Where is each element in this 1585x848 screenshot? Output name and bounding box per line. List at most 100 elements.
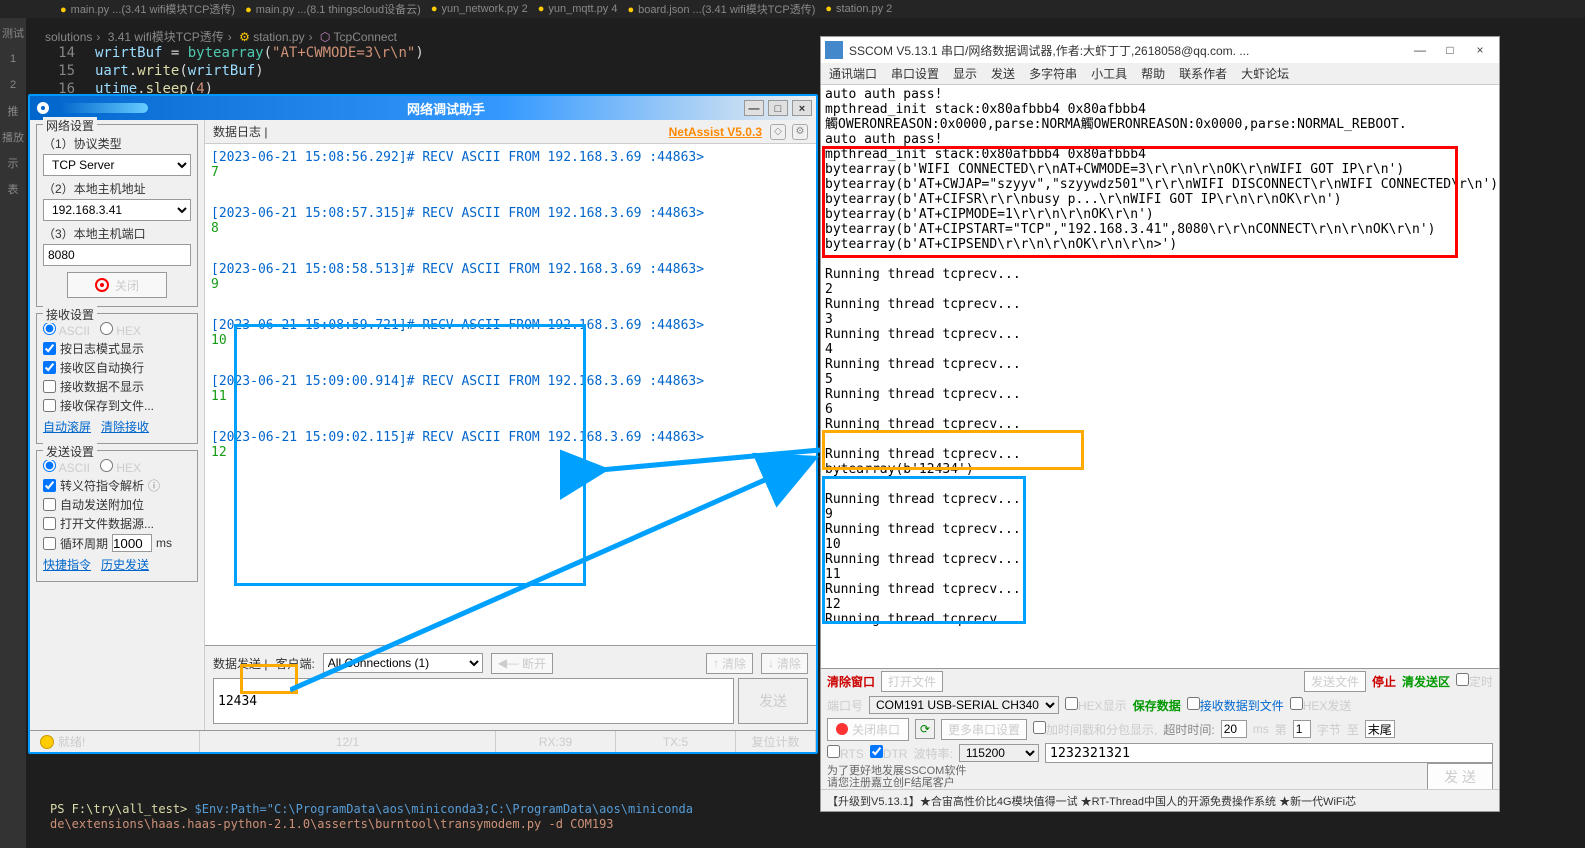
hex-radio[interactable]: HEX bbox=[100, 322, 141, 338]
check-loop[interactable]: 循环周期 ms bbox=[43, 534, 191, 552]
brand-link[interactable]: NetAssist V5.0.3 bbox=[669, 125, 762, 139]
close-server-button[interactable]: 关闭 bbox=[67, 272, 167, 298]
tab[interactable]: ●yun_mqtt.py 4 bbox=[538, 3, 618, 15]
serial-log[interactable]: auto auth pass! mpthread_init stack:0x80… bbox=[821, 85, 1499, 668]
close-button[interactable]: × bbox=[1465, 40, 1495, 60]
send-input[interactable] bbox=[213, 678, 734, 724]
send-file-button[interactable]: 发送文件 bbox=[1304, 671, 1366, 692]
close-button[interactable]: × bbox=[792, 100, 812, 116]
menu-item[interactable]: 发送 bbox=[991, 65, 1015, 82]
minimize-button[interactable]: — bbox=[744, 100, 764, 116]
app-icon bbox=[34, 99, 52, 117]
field-label: （2）本地主机地址 bbox=[43, 180, 191, 197]
clear-window-button[interactable]: 清除窗口 bbox=[827, 673, 875, 690]
check-escape[interactable]: 转义符指令解析 ⓘ bbox=[43, 477, 191, 494]
maximize-button[interactable]: □ bbox=[768, 100, 788, 116]
check-filesrc[interactable]: 打开文件数据源... bbox=[43, 515, 191, 532]
host-port-input[interactable] bbox=[43, 244, 191, 266]
host-addr-select[interactable]: 192.168.3.41 bbox=[43, 199, 191, 221]
tip-text: 请您注册嘉立创F结尾客户 bbox=[827, 777, 966, 789]
hex-show-check[interactable]: HEX显示 bbox=[1065, 697, 1127, 714]
send-button[interactable]: 发送 bbox=[738, 678, 808, 724]
network-settings-panel: 网络设置 （1）协议类型 TCP Server （2）本地主机地址 192.16… bbox=[36, 124, 198, 307]
send-input[interactable] bbox=[1045, 743, 1493, 763]
window-titlebar[interactable]: 网络调试助手 — □ × bbox=[30, 96, 816, 120]
port-select[interactable]: COM191 USB-SERIAL CH340 bbox=[869, 696, 1059, 714]
hex-send-check[interactable]: HEX发送 bbox=[1290, 697, 1352, 714]
send-label: 数据发送 | bbox=[213, 655, 267, 672]
clearrecv-link[interactable]: 清除接收 bbox=[101, 418, 149, 435]
baud-select[interactable]: 115200 bbox=[959, 744, 1039, 762]
gutter-icon[interactable]: 示 bbox=[2, 152, 24, 174]
window-titlebar[interactable]: SSCOM V5.13.1 串口/网络数据调试器,作者:大虾丁丁,2618058… bbox=[821, 37, 1499, 63]
loop-period-input[interactable] bbox=[112, 534, 152, 552]
netassist-window: 网络调试助手 — □ × 网络设置 （1）协议类型 TCP Server （2）… bbox=[28, 94, 818, 754]
editor-tabs: ●main.py ...(3.41 wifi模块TCP透传) ●main.py … bbox=[0, 0, 1585, 18]
gutter-icon[interactable]: 播放 bbox=[2, 126, 24, 148]
conn-select[interactable]: All Connections (1) bbox=[323, 653, 483, 673]
clear-button[interactable]: ↓ 清除 bbox=[761, 653, 808, 674]
menu-item[interactable]: 串口设置 bbox=[891, 65, 939, 82]
gutter-icon[interactable]: 测试 bbox=[2, 22, 24, 44]
check-autowrap[interactable]: 接收区自动换行 bbox=[43, 359, 191, 376]
menu-item[interactable]: 小工具 bbox=[1091, 65, 1127, 82]
autoscroll-link[interactable]: 自动滚屏 bbox=[43, 418, 91, 435]
tab[interactable]: ●main.py ...(8.1 thingscloud设备云) bbox=[245, 1, 421, 17]
menu-item[interactable]: 帮助 bbox=[1141, 65, 1165, 82]
menu-item[interactable]: 大虾论坛 bbox=[1241, 65, 1289, 82]
status-led-icon bbox=[836, 723, 848, 735]
disconnect-button[interactable]: ◀— 断开 bbox=[491, 653, 553, 674]
open-file-button[interactable]: 打开文件 bbox=[881, 671, 943, 692]
tab[interactable]: ●board.json ...(3.41 wifi模块TCP透传) bbox=[627, 1, 815, 17]
port-label: 端口号 bbox=[827, 697, 863, 714]
reset-count-button[interactable]: 复位计数 bbox=[736, 731, 816, 752]
diamond-icon[interactable]: ◇ bbox=[770, 124, 786, 140]
check-savefile[interactable]: 接收保存到文件... bbox=[43, 397, 191, 414]
stop-button[interactable]: 停止 bbox=[1372, 673, 1396, 690]
clear-button[interactable]: ↑ 清除 bbox=[706, 653, 753, 674]
gear-icon[interactable]: ⚙ bbox=[792, 124, 808, 140]
breadcrumb[interactable]: solutions› 3.41 wifi模块TCP透传› ⚙ station.p… bbox=[45, 28, 397, 45]
check-autoappend[interactable]: 自动发送附加位 bbox=[43, 496, 191, 513]
tab[interactable]: ●station.py 2 bbox=[825, 3, 892, 15]
timed-check[interactable]: 定时 bbox=[1456, 673, 1493, 690]
log-entry: [2023-06-21 15:09:00.914]# RECV ASCII FR… bbox=[211, 374, 810, 404]
tab[interactable]: ●yun_network.py 2 bbox=[431, 3, 528, 15]
check-hidedata[interactable]: 接收数据不显示 bbox=[43, 378, 191, 395]
gutter-icon[interactable]: 表 bbox=[2, 178, 24, 200]
timeout-input[interactable] bbox=[1221, 720, 1247, 738]
rts-check[interactable]: RTS bbox=[827, 745, 864, 761]
timestamp-check[interactable]: 加时间戳和分包显示, bbox=[1033, 721, 1157, 738]
menu-item[interactable]: 多字符串 bbox=[1029, 65, 1077, 82]
gutter-icon[interactable]: 2 bbox=[2, 74, 24, 96]
dtr-check[interactable]: DTR bbox=[870, 745, 908, 761]
quickcmd-link[interactable]: 快捷指令 bbox=[43, 556, 91, 573]
window-title: 网络调试助手 bbox=[148, 99, 744, 118]
ascii-radio[interactable]: ASCII bbox=[43, 322, 90, 338]
tab[interactable]: ●main.py ...(3.41 wifi模块TCP透传) bbox=[60, 1, 235, 17]
byte-from-input[interactable] bbox=[1293, 720, 1311, 738]
protocol-select[interactable]: TCP Server bbox=[43, 154, 191, 176]
panel-title: 网络设置 bbox=[43, 117, 97, 134]
check-logmode[interactable]: 按日志模式显示 bbox=[43, 340, 191, 357]
history-link[interactable]: 历史发送 bbox=[101, 556, 149, 573]
maximize-button[interactable]: □ bbox=[1435, 40, 1465, 60]
save-data-button[interactable]: 保存数据 bbox=[1133, 697, 1181, 714]
gutter-icon[interactable]: 1 bbox=[2, 48, 24, 70]
menu-item[interactable]: 通讯端口 bbox=[829, 65, 877, 82]
minimize-button[interactable]: — bbox=[1405, 40, 1435, 60]
clear-send-button[interactable]: 清发送区 bbox=[1402, 673, 1450, 690]
menu-item[interactable]: 显示 bbox=[953, 65, 977, 82]
log-area[interactable]: [2023-06-21 15:08:56.292]# RECV ASCII FR… bbox=[205, 144, 816, 645]
byte-to-input[interactable] bbox=[1365, 720, 1395, 738]
recv-file-check[interactable]: 接收数据到文件 bbox=[1187, 697, 1284, 714]
refresh-icon[interactable]: ⟳ bbox=[915, 719, 935, 739]
close-port-button[interactable]: 关闭串口 bbox=[827, 718, 909, 741]
more-settings-button[interactable]: 更多串口设置 bbox=[941, 719, 1027, 740]
send-button[interactable]: 发 送 bbox=[1427, 763, 1493, 791]
ascii-radio[interactable]: ASCII bbox=[43, 459, 90, 475]
menu-item[interactable]: 联系作者 bbox=[1179, 65, 1227, 82]
hex-radio[interactable]: HEX bbox=[100, 459, 141, 475]
gutter-icon[interactable]: 推 bbox=[2, 100, 24, 122]
conn-count: 12/1 bbox=[200, 731, 496, 752]
